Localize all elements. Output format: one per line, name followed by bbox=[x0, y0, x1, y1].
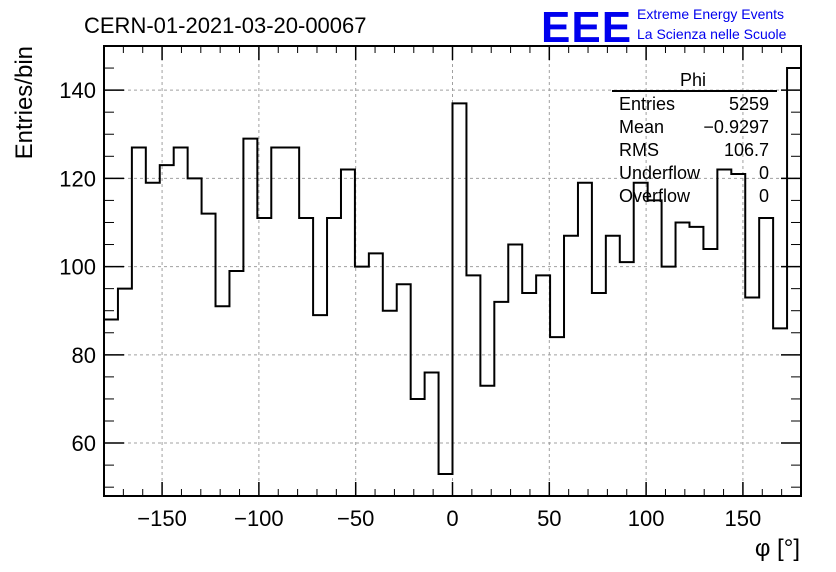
stats-row-value: 0 bbox=[759, 163, 769, 183]
logo-line-1: Extreme Energy Events bbox=[637, 6, 784, 22]
histogram-bin bbox=[676, 222, 690, 496]
logo-line-2: La Scienza nelle Scuole bbox=[637, 26, 787, 42]
stats-row-label: Entries bbox=[619, 94, 675, 114]
histogram-bin bbox=[355, 267, 369, 496]
histogram-bin bbox=[202, 214, 216, 496]
histogram-bin bbox=[229, 271, 243, 496]
y-tick-label: 120 bbox=[59, 166, 96, 191]
histogram-outline bbox=[104, 67, 801, 475]
histogram-bin bbox=[592, 293, 606, 496]
chart-title: CERN-01-2021-03-20-00067 bbox=[84, 13, 367, 38]
y-axis-label: Entries/bin bbox=[11, 46, 38, 159]
histogram-bin bbox=[271, 147, 285, 496]
y-tick-label: 60 bbox=[72, 431, 96, 456]
x-tick-label: −100 bbox=[234, 506, 284, 531]
stats-row-label: Underflow bbox=[619, 163, 701, 183]
histogram-bin bbox=[216, 306, 230, 496]
x-tick-label: −50 bbox=[337, 506, 374, 531]
histogram-bin bbox=[662, 267, 676, 496]
histogram-bin bbox=[466, 275, 480, 496]
histogram-bin bbox=[425, 372, 439, 496]
histogram-bin bbox=[439, 474, 453, 496]
x-tick-label: 100 bbox=[628, 506, 665, 531]
x-tick-labels: −150 −100 −50 0 50 100 150 bbox=[137, 506, 761, 531]
histogram-bin bbox=[550, 337, 564, 496]
histogram-bin bbox=[620, 262, 634, 496]
histogram-bin bbox=[731, 174, 745, 496]
histogram-bin bbox=[578, 183, 592, 496]
x-axis-label: φ [°] bbox=[755, 535, 800, 562]
histogram-bin bbox=[174, 147, 188, 496]
histogram-bin bbox=[383, 311, 397, 496]
histogram-bin bbox=[313, 315, 327, 496]
stats-row-value: −0.9297 bbox=[703, 117, 769, 137]
histogram-bin bbox=[745, 297, 759, 496]
stats-row-label: RMS bbox=[619, 140, 659, 160]
histogram-bin bbox=[397, 284, 411, 496]
histogram-bin bbox=[118, 289, 132, 496]
histogram-bin bbox=[689, 227, 703, 496]
histogram-bin bbox=[773, 328, 787, 496]
histogram-bin bbox=[787, 68, 801, 496]
histogram-bin bbox=[160, 165, 174, 496]
histogram-bin bbox=[285, 147, 299, 496]
x-tick-label: 0 bbox=[446, 506, 458, 531]
eee-logo: EEE Extreme Energy Events La Scienza nel… bbox=[541, 3, 787, 52]
stats-title: Phi bbox=[680, 70, 706, 90]
histogram-bin bbox=[453, 103, 467, 496]
histogram-bin bbox=[480, 386, 494, 496]
histogram-bin bbox=[648, 200, 662, 496]
histogram-bin bbox=[146, 183, 160, 496]
histogram-bin bbox=[257, 218, 271, 496]
stats-row-label: Overflow bbox=[619, 186, 691, 206]
plot-frame bbox=[103, 45, 802, 497]
stats-row-label: Mean bbox=[619, 117, 664, 137]
histogram-bin bbox=[536, 275, 550, 496]
stats-row-value: 5259 bbox=[729, 94, 769, 114]
stats-row-value: 106.7 bbox=[724, 140, 769, 160]
histogram-bin bbox=[369, 253, 383, 496]
histogram-bin bbox=[494, 302, 508, 496]
histogram-bin bbox=[132, 147, 146, 496]
stats-rows: Entries 5259 Mean −0.9297 RMS 106.7 Underflow 0… bbox=[619, 94, 769, 206]
y-tick-label: 80 bbox=[72, 343, 96, 368]
histogram-bin bbox=[299, 218, 313, 496]
histogram-bin bbox=[411, 399, 425, 496]
y-tick-label: 100 bbox=[59, 255, 96, 280]
histogram-bin bbox=[508, 245, 522, 496]
y-tick-label: 140 bbox=[59, 78, 96, 103]
histogram-bin bbox=[717, 170, 731, 496]
histogram-bin bbox=[564, 236, 578, 496]
histogram-bin bbox=[634, 183, 648, 496]
histogram-bin bbox=[341, 170, 355, 496]
stats-box: Phi Entries 5259 Mean −0.9297 RMS 106.7 Underf… bbox=[612, 70, 777, 206]
y-tick-labels: 60 80 100 120 140 bbox=[59, 78, 96, 456]
histogram-bin bbox=[188, 178, 202, 496]
stats-row-value: 0 bbox=[759, 186, 769, 206]
histogram-bin bbox=[759, 218, 773, 496]
histogram-bin bbox=[522, 293, 536, 496]
x-tick-label: −150 bbox=[137, 506, 187, 531]
histogram-bin bbox=[703, 249, 717, 496]
histogram-bin bbox=[243, 139, 257, 496]
eee-logo-mark: EEE bbox=[541, 3, 632, 52]
histogram-bin bbox=[606, 236, 620, 496]
x-tick-label: 50 bbox=[537, 506, 561, 531]
histogram-bin bbox=[104, 320, 118, 496]
histogram-bin bbox=[327, 218, 341, 496]
x-tick-label: 150 bbox=[725, 506, 762, 531]
